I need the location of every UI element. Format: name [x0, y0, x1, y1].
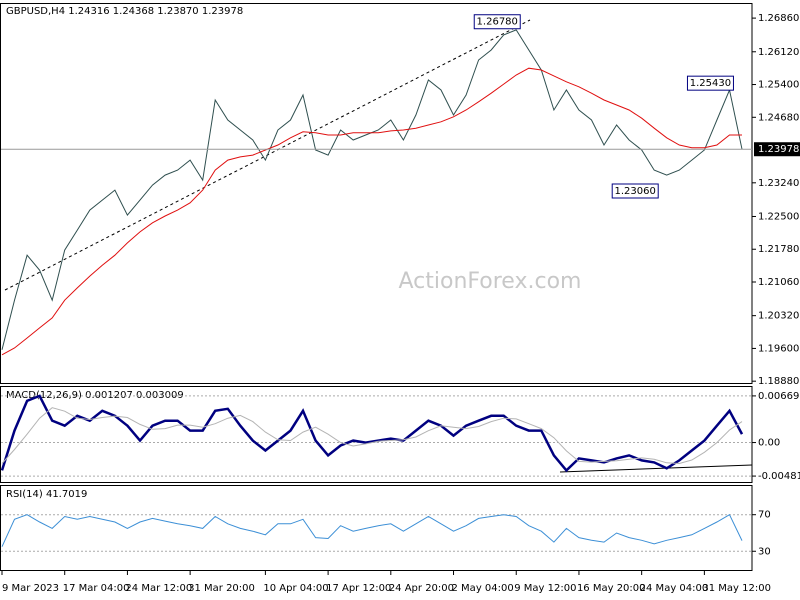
y-tick-label: 1.18880: [758, 376, 799, 387]
current-price-label: 1.23978: [758, 144, 799, 155]
x-tick-label: 9 Mar 2023: [2, 583, 59, 594]
x-tick-label: 9 May 12:00: [514, 583, 576, 594]
x-tick-label: 16 May 20:00: [577, 583, 646, 594]
y-tick-label: 1.21780: [758, 244, 799, 255]
y-tick-label: 1.20320: [758, 311, 799, 322]
series-line: [0, 394, 744, 473]
x-tick-label: 31 Mar 20:00: [188, 583, 255, 594]
y-tick-label: 1.22500: [758, 211, 799, 222]
price-annotation-box: [473, 14, 521, 30]
y-tick-label: 1.26860: [758, 13, 799, 24]
y-tick-label: -0.00481: [758, 471, 800, 482]
price-annotation-box: [686, 75, 734, 91]
chart-title: GBPUSD,H4 1.24316 1.24368 1.23870 1.2397…: [6, 6, 243, 17]
price-annotation-box: [611, 183, 659, 199]
x-tick-label: 2 May 04:00: [452, 583, 514, 594]
series-line: [1, 67, 742, 356]
x-tick-label: 31 May 12:00: [702, 583, 771, 594]
main-panel: [0, 3, 753, 384]
y-tick-label: 1.19600: [758, 343, 799, 354]
x-tick-label: 24 Apr 20:00: [389, 583, 454, 594]
current-price-box: [754, 142, 800, 157]
series-line: [1, 407, 743, 465]
x-tick-label: 17 Apr 12:00: [326, 583, 391, 594]
y-tick-label: 70: [758, 510, 771, 521]
x-tick-label: 24 May 04:00: [640, 583, 709, 594]
series-line: [1, 513, 743, 547]
y-tick-label: 0.00: [758, 438, 780, 449]
y-tick-label: 1.25400: [758, 80, 799, 91]
price-annotation: 1.23060: [615, 186, 656, 197]
y-tick-label: 1.23240: [758, 178, 799, 189]
x-tick-label: 17 Mar 04:00: [63, 583, 130, 594]
x-tick-label: 24 Mar 12:00: [125, 583, 192, 594]
watermark: ActionForex.com: [399, 269, 582, 294]
rsi-panel: [0, 485, 753, 571]
y-tick-label: 1.21060: [758, 277, 799, 288]
y-tick-label: 0.006693: [758, 391, 800, 402]
macd-panel: [0, 386, 753, 483]
y-tick-label: 1.24680: [758, 112, 799, 123]
price-annotation: 1.25430: [690, 78, 731, 89]
macd-trend-line: [559, 464, 753, 473]
y-tick-label: 30: [758, 546, 771, 557]
price-annotation: 1.26780: [477, 17, 518, 28]
y-tick-label: 1.26120: [758, 47, 799, 58]
x-tick-label: 10 Apr 04:00: [263, 583, 328, 594]
rsi-title: RSI(14) 41.7019: [6, 489, 87, 500]
